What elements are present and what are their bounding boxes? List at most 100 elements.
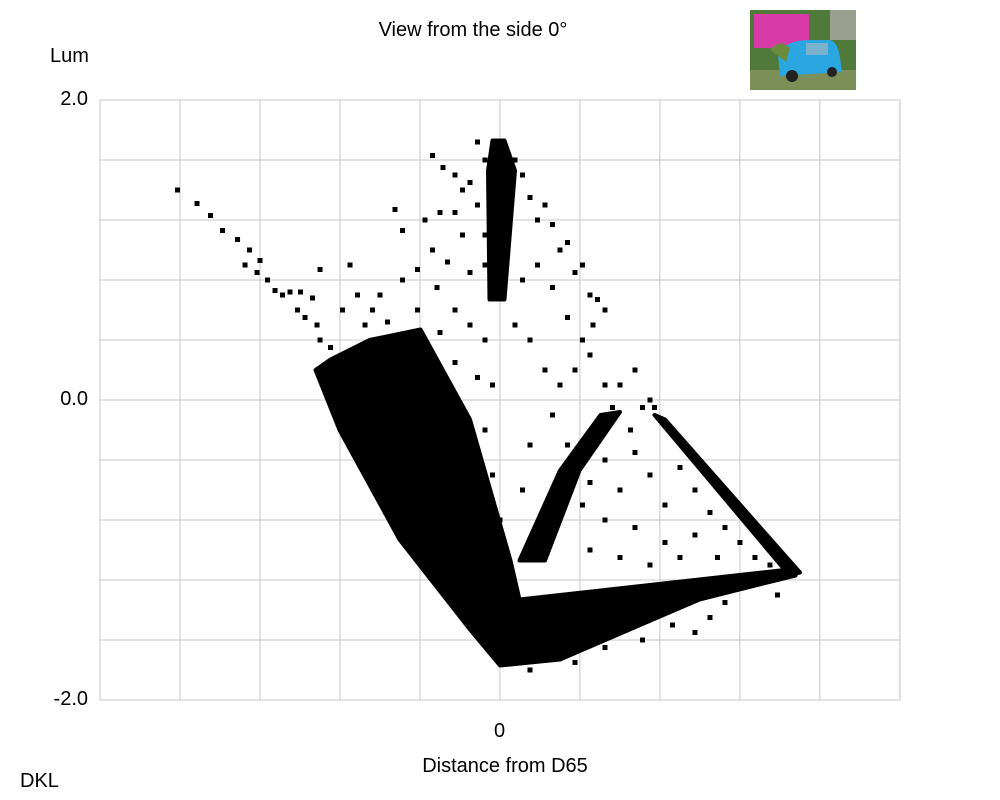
data-point: [440, 165, 446, 170]
data-point: [602, 382, 608, 388]
data-point: [587, 352, 593, 358]
data-point: [594, 297, 600, 302]
data-point: [340, 307, 346, 313]
data-point: [475, 375, 481, 380]
y-axis-label: Lum: [50, 45, 89, 67]
data-point: [247, 247, 253, 253]
data-point: [647, 562, 653, 568]
data-point: [430, 153, 436, 158]
data-point: [208, 213, 214, 218]
data-point: [527, 195, 533, 200]
plot-frame: [99, 99, 901, 701]
y-tick-label: 2.0: [60, 88, 88, 110]
data-point: [707, 615, 713, 620]
data-point: [257, 258, 263, 263]
data-point: [377, 292, 383, 298]
data-point: [669, 622, 675, 628]
data-point: [564, 240, 570, 245]
data-point: [400, 277, 406, 283]
data-point: [692, 532, 698, 538]
data-point: [347, 262, 353, 268]
data-point: [519, 487, 525, 493]
data-point: [714, 555, 720, 560]
data-point: [482, 427, 488, 433]
data-point: [677, 555, 683, 560]
data-point: [434, 285, 440, 290]
data-point: [627, 427, 633, 433]
data-point: [482, 157, 488, 163]
data-point: [519, 277, 525, 283]
data-point: [639, 405, 645, 410]
data-point: [355, 292, 361, 298]
data-point: [497, 517, 503, 523]
data-point: [445, 259, 451, 265]
data-point: [692, 630, 698, 635]
data-point: [542, 202, 548, 208]
data-point: [392, 207, 398, 212]
data-point: [527, 337, 533, 343]
data-point: [564, 645, 570, 650]
data-point: [460, 232, 466, 238]
data-point: [519, 172, 525, 178]
data-point: [452, 307, 458, 313]
data-point: [407, 345, 413, 350]
data-point: [437, 210, 443, 215]
data-point: [572, 660, 578, 665]
data-point: [632, 450, 638, 455]
y-tick-label: 0.0: [60, 388, 88, 410]
data-point: [752, 555, 758, 560]
data-point: [579, 502, 585, 508]
data-point: [557, 382, 563, 388]
data-point: [482, 232, 488, 238]
data-point: [452, 210, 458, 215]
data-point: [587, 480, 593, 485]
data-point: [534, 262, 540, 268]
data-point: [287, 289, 293, 295]
data-point: [632, 367, 638, 373]
data-point: [651, 405, 657, 410]
data-point: [564, 442, 570, 448]
y-tick-label: -2.0: [53, 688, 88, 710]
data-point: [280, 292, 286, 298]
data-point: [737, 540, 743, 545]
data-point: [602, 645, 608, 650]
data-point: [452, 360, 458, 365]
data-point: [617, 382, 623, 388]
data-point: [400, 228, 406, 233]
data-point: [549, 222, 555, 227]
data-point: [295, 307, 301, 313]
data-point: [362, 322, 368, 328]
data-point: [437, 330, 443, 335]
data-point: [647, 397, 653, 403]
data-point: [235, 237, 241, 242]
data-point: [302, 315, 308, 320]
dense-point-cluster: [517, 410, 622, 563]
data-point: [385, 319, 391, 325]
data-point: [602, 517, 608, 523]
data-point: [175, 187, 181, 193]
data-point: [512, 322, 518, 328]
data-point: [490, 142, 496, 148]
data-point: [579, 262, 585, 268]
data-point: [587, 292, 593, 298]
data-point: [467, 180, 473, 185]
data-point: [314, 322, 320, 328]
data-point: [692, 487, 698, 493]
data-point: [707, 510, 713, 515]
data-point: [572, 270, 578, 275]
data-point: [602, 457, 608, 463]
data-point: [422, 217, 428, 223]
data-point: [722, 600, 728, 605]
data-point: [298, 289, 304, 295]
x-tick-label: 0: [494, 720, 506, 742]
data-point: [328, 345, 334, 350]
data-point: [475, 202, 481, 208]
space-label: DKL: [20, 770, 59, 792]
data-point: [340, 352, 346, 358]
data-point: [467, 270, 473, 275]
chart-title: View from the side 0°: [378, 19, 568, 41]
data-point: [490, 382, 496, 388]
data-point: [370, 307, 376, 313]
